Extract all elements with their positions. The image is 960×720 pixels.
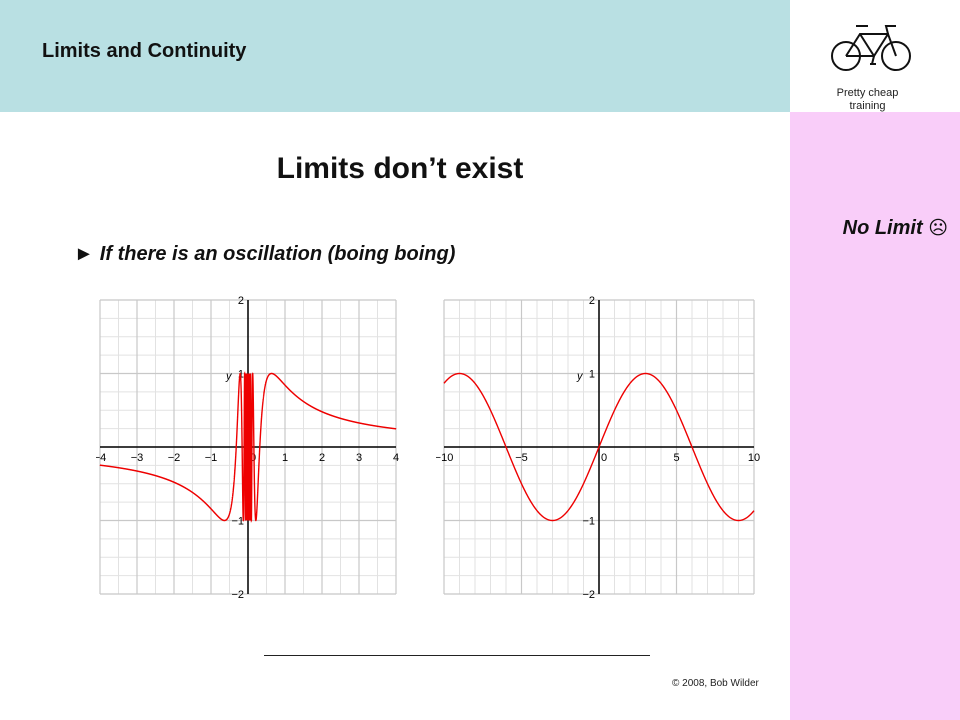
copyright: © 2008, Bob Wilder (672, 678, 759, 689)
sidebar: No Limit ☹ (790, 112, 960, 720)
x-tick-label: −4 (96, 452, 106, 464)
y-axis-label: y (225, 371, 233, 383)
logo-caption-line1: Pretty cheap (836, 87, 899, 99)
bullet-point: ► If there is an oscillation (boing boing… (74, 243, 455, 266)
x-tick-label: 10 (748, 452, 760, 464)
footer-divider (264, 655, 650, 656)
x-tick-label: 3 (356, 452, 362, 464)
y-tick-label: −2 (582, 589, 595, 601)
y-tick-label: 2 (238, 295, 244, 307)
logo-area: Pretty cheap training (790, 0, 960, 112)
sidebar-note: No Limit ☹ (843, 217, 948, 240)
frown-icon: ☹ (928, 218, 948, 239)
y-tick-label: 2 (589, 295, 595, 307)
bicycle-icon (831, 25, 911, 71)
logo-caption: Pretty cheap training (790, 87, 945, 113)
x-tick-label: 4 (393, 452, 399, 464)
chart-sin-reciprocal: −4 −3 −2 −1 0 1 2 3 421−1−2y (96, 295, 399, 601)
header-band: Limits and Continuity (0, 0, 790, 112)
x-tick-label: 0 (601, 452, 607, 464)
bullet-text: If there is an oscillation (boing boing) (99, 243, 456, 265)
x-tick-label: 1 (282, 452, 288, 464)
slide-title: Limits don’t exist (276, 152, 524, 185)
x-tick-label: 5 (673, 452, 679, 464)
course-title: Limits and Continuity (42, 40, 247, 62)
logo-caption-line2: training (849, 100, 886, 112)
chart-sine-wave: −10 −5 0 5 10 2 1 −1 −2 y (436, 295, 760, 601)
x-tick-label: −2 (168, 452, 181, 464)
x-tick-label: −5 (515, 452, 528, 464)
x-tick-label: 2 (319, 452, 325, 464)
curve-line (443, 372, 755, 522)
y-tick-label: −1 (231, 516, 244, 528)
bullet-marker: ► (74, 243, 94, 265)
y-axis-label: y (576, 371, 584, 383)
sidebar-label: No Limit (842, 217, 923, 239)
y-tick-label: −2 (231, 589, 244, 601)
x-tick-label: −3 (131, 452, 144, 464)
y-tick-label: −1 (582, 516, 595, 528)
curve-line (99, 371, 397, 523)
x-tick-label: −10 (436, 452, 453, 464)
x-tick-label: −1 (205, 452, 218, 464)
y-tick-label: 1 (589, 369, 595, 381)
x-tick-label: 0 (250, 452, 256, 464)
